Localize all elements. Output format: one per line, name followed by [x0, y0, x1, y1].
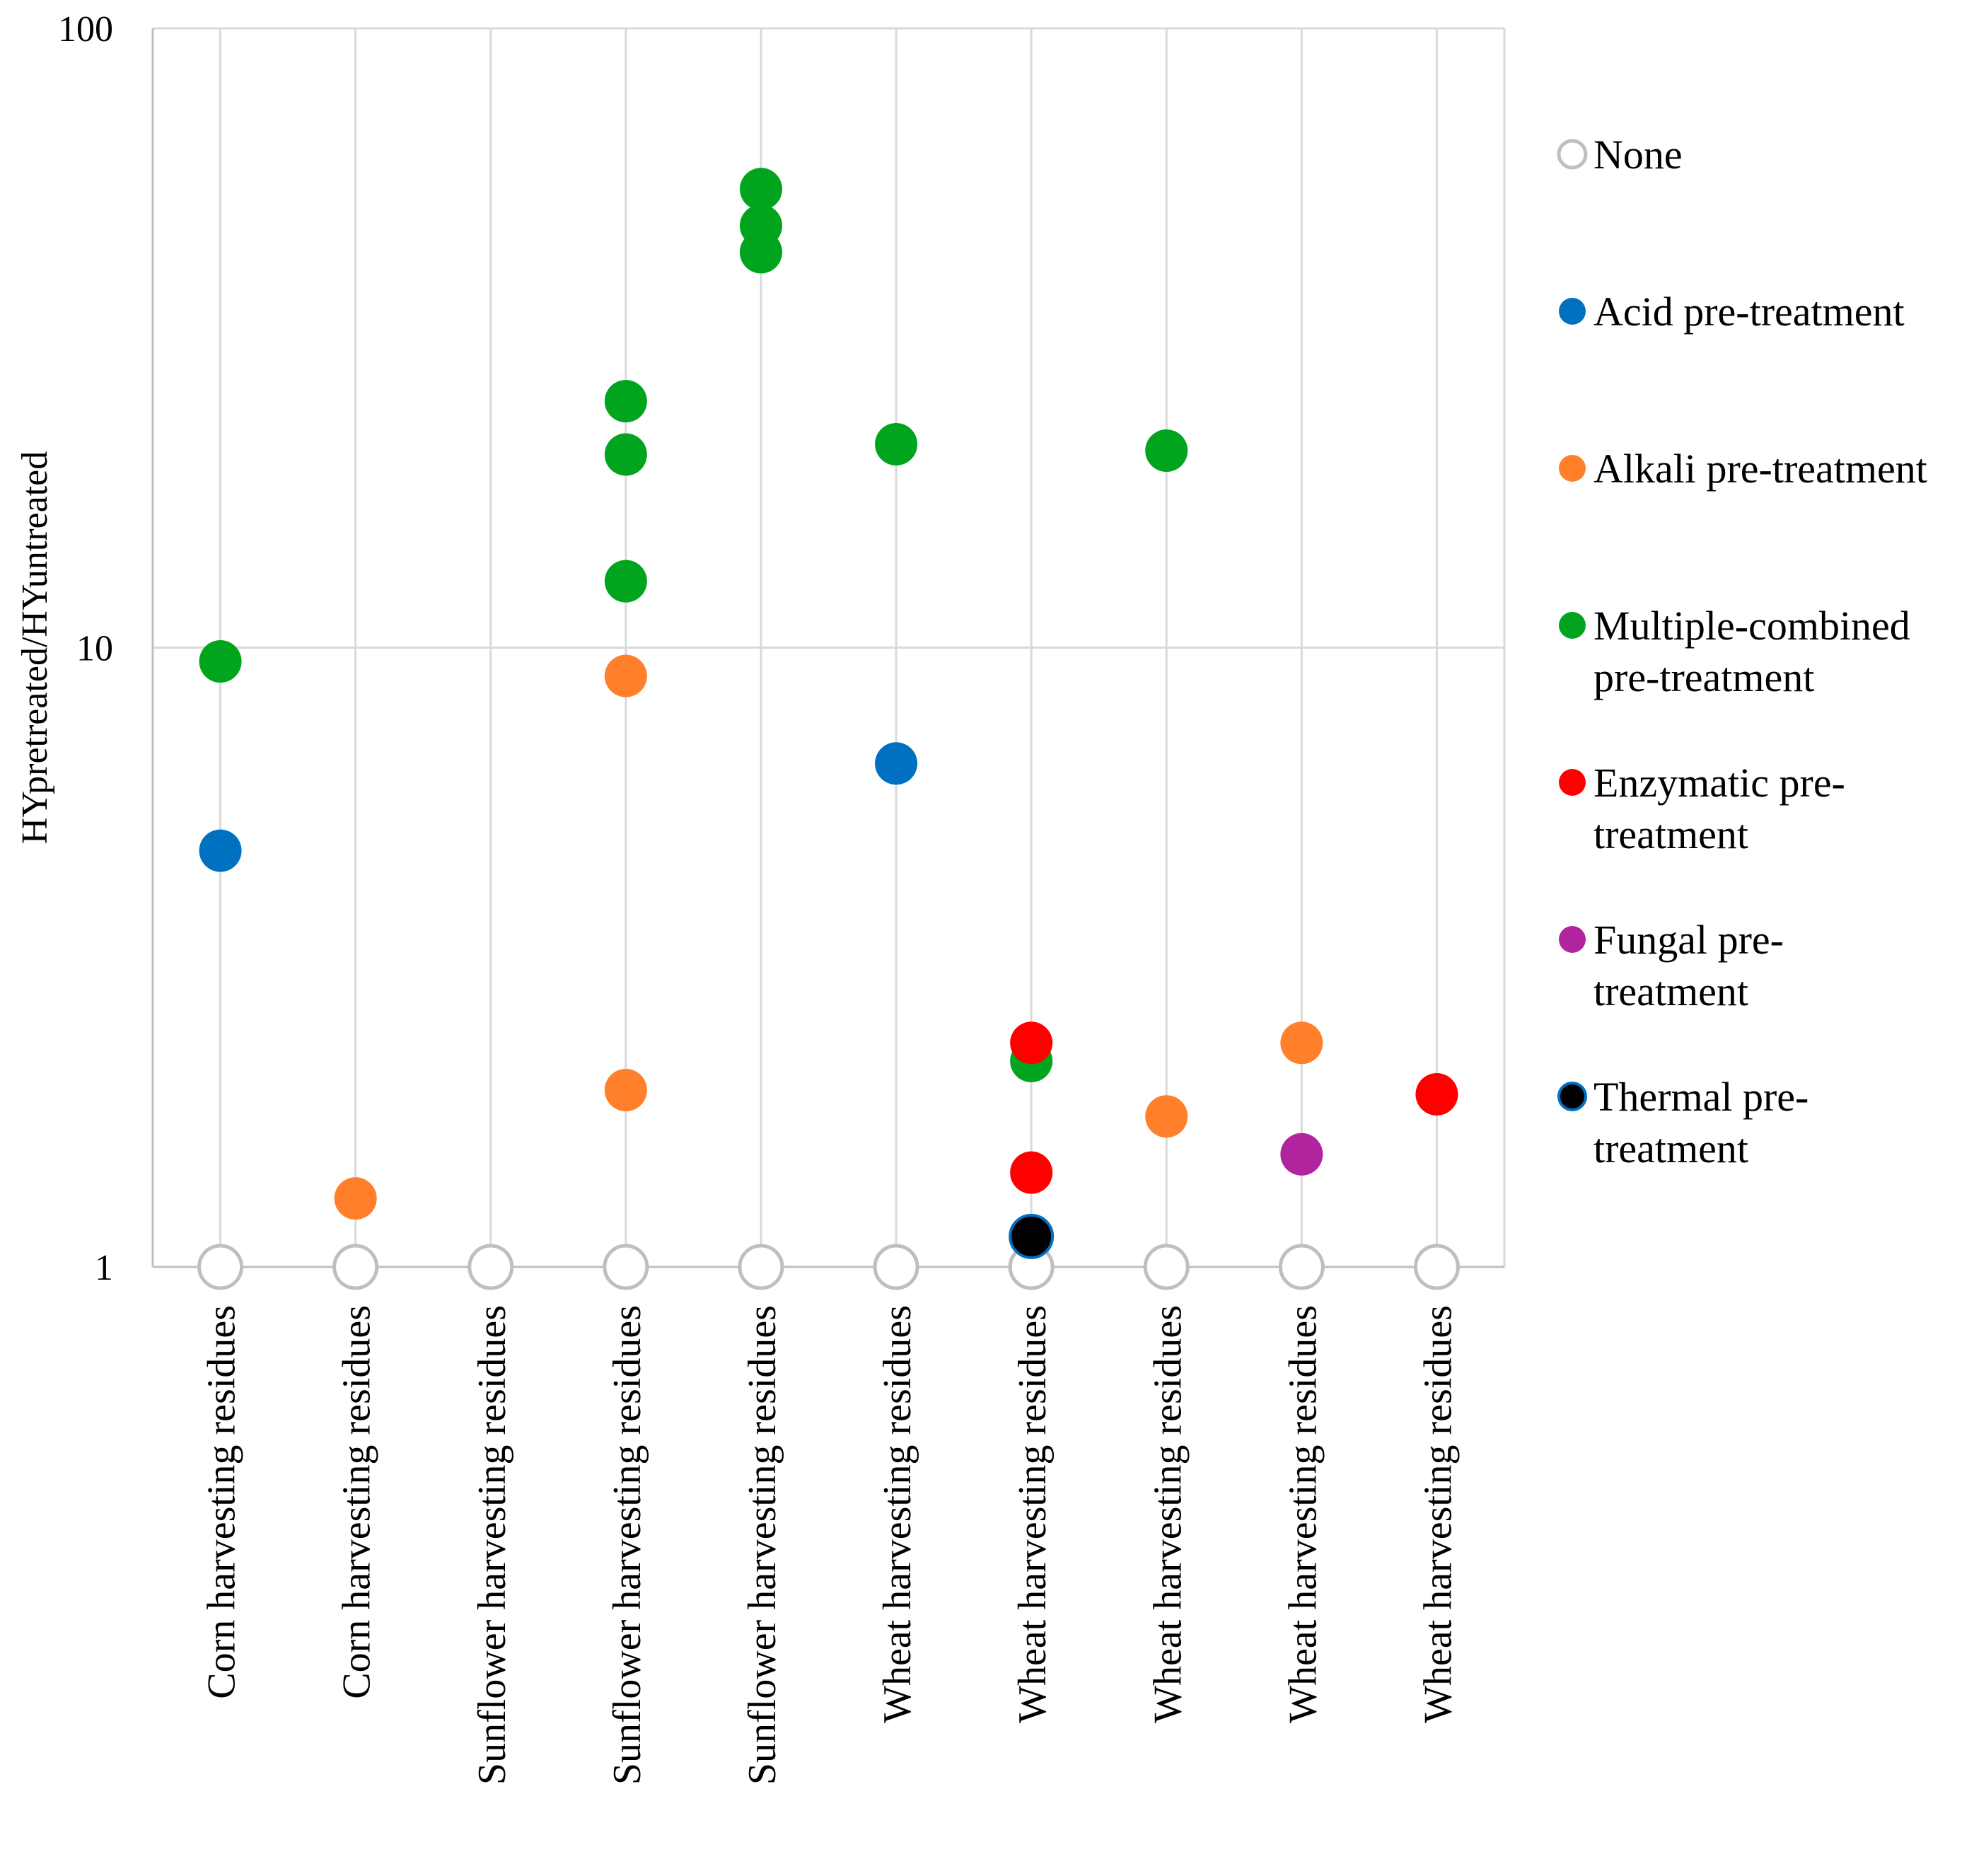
data-point [468, 1244, 514, 1290]
x-category-label: Sunflower harvesting residues [741, 1305, 784, 1785]
legend-marker [1559, 455, 1586, 482]
data-point [334, 1177, 377, 1220]
data-point [604, 1068, 647, 1111]
data-point [875, 423, 918, 466]
data-point [603, 1244, 649, 1290]
legend-marker [1559, 769, 1586, 796]
y-axis-title: HYpretreated/HYuntreated [15, 451, 55, 844]
data-point [199, 640, 242, 683]
data-point [199, 829, 242, 872]
legend-marker [1557, 139, 1588, 170]
x-category-label: Wheat harvesting residues [1416, 1305, 1460, 1723]
data-point [1280, 1021, 1323, 1065]
x-category-label: Corn harvesting residues [335, 1305, 379, 1699]
x-category-label: Wheat harvesting residues [876, 1305, 919, 1723]
legend-label: treatment [1593, 811, 1748, 857]
x-category-label: Sunflower harvesting residues [470, 1305, 514, 1785]
data-point [604, 433, 647, 476]
data-point [197, 1244, 244, 1290]
y-tick-label: 10 [76, 629, 113, 669]
data-point [1143, 1244, 1190, 1290]
x-category-label: Corn harvesting residues [200, 1305, 244, 1699]
y-tick-labels: 1 10 100 [58, 9, 113, 1288]
data-point [1280, 1133, 1323, 1176]
legend-label: Thermal pre- [1593, 1074, 1808, 1120]
legend-label: Fungal pre- [1593, 917, 1784, 963]
data-point [738, 1244, 784, 1290]
legend-label: pre-treatment [1593, 654, 1814, 700]
y-tick-label: 1 [95, 1248, 113, 1288]
x-category-label: Wheat harvesting residues [1146, 1305, 1190, 1723]
data-point [604, 654, 647, 697]
legend-label: treatment [1593, 968, 1748, 1014]
legend-label: Multiple-combined [1593, 603, 1910, 649]
legend-label: treatment [1593, 1125, 1748, 1171]
data-point [1145, 1095, 1188, 1138]
data-point [1413, 1244, 1460, 1290]
legend-label: Enzymatic pre- [1593, 760, 1845, 806]
data-points [197, 168, 1460, 1290]
x-category-labels: Corn harvesting residues Corn harvesting … [200, 1305, 1461, 1785]
data-point [1278, 1244, 1325, 1290]
data-point [1415, 1072, 1458, 1116]
legend-label: Acid pre-treatment [1593, 289, 1905, 335]
legend-marker [1559, 926, 1586, 953]
data-point [1010, 1021, 1053, 1065]
x-category-label: Wheat harvesting residues [1281, 1305, 1325, 1723]
legend: None Acid pre-treatment Alkali pre-treatme… [1557, 132, 1927, 1171]
data-point [875, 742, 918, 785]
legend-marker [1557, 1082, 1587, 1111]
legend-label: Alkali pre-treatment [1593, 446, 1927, 492]
data-point [604, 560, 647, 603]
legend-label: None [1593, 132, 1683, 178]
data-point [332, 1244, 379, 1290]
x-category-label: Wheat harvesting residues [1011, 1305, 1055, 1723]
grid [153, 27, 1506, 1268]
data-point [1009, 1213, 1055, 1259]
legend-marker [1559, 612, 1586, 639]
data-point [739, 231, 782, 274]
y-tick-label: 100 [58, 9, 113, 50]
data-point [1145, 429, 1188, 473]
data-point [604, 380, 647, 423]
data-point [739, 168, 782, 211]
legend-marker [1559, 298, 1586, 325]
data-point [873, 1244, 919, 1290]
x-category-label: Sunflower harvesting residues [605, 1305, 649, 1785]
data-point [1010, 1151, 1053, 1194]
